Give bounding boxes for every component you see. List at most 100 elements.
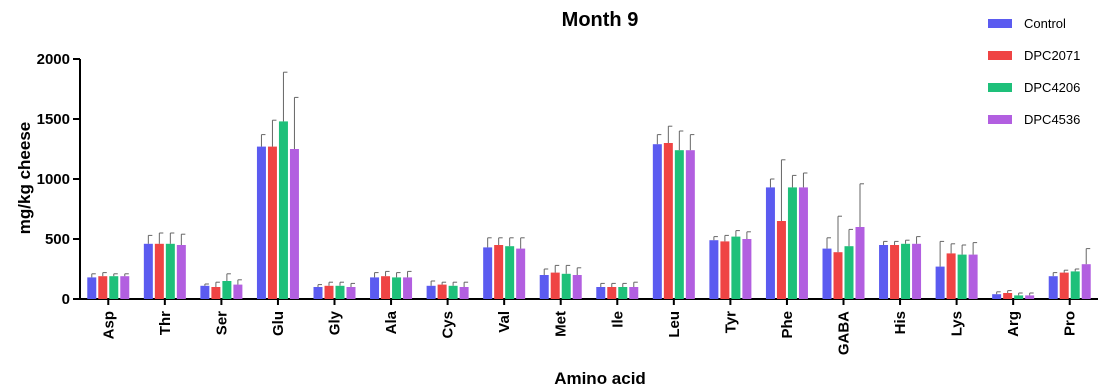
bars — [87, 71, 1091, 300]
bar-dpc4536-ser — [233, 284, 243, 299]
legend: Control DPC2071 DPC4206 DPC4536 — [988, 16, 1080, 127]
bar-dpc4536-gaba — [855, 227, 865, 299]
y-tick-label: 500 — [45, 231, 70, 248]
bar-dpc2071-lys — [946, 253, 956, 299]
chart-title: Month 9 — [562, 9, 639, 31]
bar-control-met — [539, 275, 549, 299]
x-tick-label: Leu — [666, 311, 683, 338]
bar-control-gaba — [822, 248, 832, 299]
bar-dpc2071-cys — [437, 284, 447, 299]
bar-dpc4206-cys — [448, 285, 458, 299]
bar-control-asp — [87, 277, 97, 299]
x-tick-label: Ala — [383, 310, 400, 334]
bar-dpc4536-gly — [346, 287, 356, 299]
bar-control-glu — [256, 146, 266, 299]
bar-dpc4536-lys — [968, 254, 978, 299]
bar-dpc4536-ile — [629, 287, 639, 299]
legend-swatch-dpc2071 — [988, 51, 1012, 60]
bar-dpc4206-glu — [278, 121, 288, 300]
x-tick-label: Met — [553, 311, 570, 337]
bar-dpc2071-asp — [98, 276, 108, 299]
bar-control-leu — [652, 144, 662, 299]
x-tick-label: Val — [496, 311, 513, 333]
bar-dpc4536-thr — [176, 245, 186, 299]
bar-control-thr — [143, 243, 153, 299]
x-tick-label: Pro — [1062, 311, 1079, 336]
legend-label-dpc4206: DPC4206 — [1024, 80, 1080, 95]
bar-control-ser — [200, 285, 210, 299]
bar-control-cys — [426, 285, 436, 299]
x-axis-label: Amino acid — [554, 369, 646, 388]
bar-dpc2071-ala — [381, 276, 391, 299]
bar-dpc4536-phe — [798, 187, 808, 299]
y-tick-label: 2000 — [37, 51, 70, 68]
bar-control-ile — [596, 287, 606, 299]
bar-dpc4206-lys — [957, 254, 967, 299]
bar-dpc4206-phe — [787, 187, 797, 299]
bar-dpc4206-leu — [674, 150, 684, 299]
bar-dpc2071-gly — [324, 285, 334, 299]
bar-dpc4206-tyr — [731, 236, 741, 299]
y-tick-label: 1500 — [37, 111, 70, 128]
bar-dpc2071-met — [550, 272, 560, 299]
bar-control-pro — [1048, 276, 1058, 299]
bar-control-phe — [765, 187, 775, 299]
bar-dpc2071-arg — [1003, 293, 1013, 299]
legend-swatch-dpc4206 — [988, 83, 1012, 92]
legend-label-control: Control — [1024, 16, 1066, 31]
bar-dpc4536-val — [516, 248, 526, 299]
bar-dpc4206-gaba — [844, 246, 854, 299]
bar-control-gly — [313, 287, 323, 299]
legend-label-dpc4536: DPC4536 — [1024, 112, 1080, 127]
bar-dpc4206-met — [561, 273, 571, 299]
bar-control-his — [879, 245, 889, 299]
bar-dpc4206-asp — [109, 276, 119, 299]
bar-dpc2071-pro — [1059, 272, 1069, 299]
x-tick-label: His — [892, 311, 909, 334]
x-tick-label: Ser — [213, 311, 230, 335]
y-axis-label: mg/kg cheese — [15, 122, 34, 234]
bar-dpc2071-val — [494, 245, 504, 299]
bar-dpc2071-thr — [154, 243, 164, 299]
x-tick-label: Asp — [100, 311, 117, 339]
bar-dpc2071-glu — [267, 146, 277, 299]
bar-dpc4206-gly — [335, 285, 345, 299]
bar-control-lys — [935, 266, 945, 299]
bar-control-val — [483, 247, 493, 299]
x-tick-label: Phe — [779, 311, 796, 339]
x-tick-label: Gly — [327, 310, 344, 335]
bar-dpc4536-tyr — [742, 239, 752, 299]
bar-dpc4206-thr — [165, 243, 175, 299]
bar-dpc4536-asp — [120, 276, 130, 299]
x-tick-label: Ile — [609, 311, 626, 328]
x-tick-label: Glu — [270, 311, 287, 336]
x-axis: Asp Thr Ser Glu Gly Ala Cys Val Met Ile Leu Tyr Phe G… — [80, 298, 1098, 355]
bar-control-tyr — [709, 240, 719, 299]
bar-dpc2071-gaba — [833, 252, 843, 299]
bar-dpc4206-val — [505, 246, 515, 299]
bar-dpc2071-his — [890, 245, 900, 299]
bar-dpc2071-phe — [776, 221, 786, 299]
bar-dpc4206-his — [901, 243, 911, 299]
bar-dpc4206-ser — [222, 281, 232, 299]
legend-swatch-dpc4536 — [988, 115, 1012, 124]
x-tick-label: Tyr — [722, 311, 739, 333]
x-tick-label: Thr — [157, 311, 174, 335]
y-axis: 0 500 1000 1500 2000 — [37, 51, 81, 308]
bar-dpc4206-pro — [1070, 271, 1080, 299]
bar-dpc4206-ile — [618, 287, 628, 299]
bar-dpc2071-leu — [663, 143, 673, 299]
bar-dpc4536-his — [912, 243, 922, 299]
bar-dpc4536-leu — [685, 150, 695, 299]
bar-dpc4206-ala — [392, 277, 402, 299]
legend-swatch-control — [988, 19, 1012, 28]
bar-dpc2071-ser — [211, 287, 221, 299]
bar-dpc4536-ala — [403, 277, 413, 299]
bar-dpc4206-arg — [1014, 295, 1024, 299]
bar-control-ala — [370, 277, 380, 299]
x-tick-label: Lys — [949, 311, 966, 336]
bar-dpc2071-ile — [607, 287, 617, 299]
bar-dpc2071-tyr — [720, 241, 730, 299]
bar-dpc4536-cys — [459, 287, 469, 299]
